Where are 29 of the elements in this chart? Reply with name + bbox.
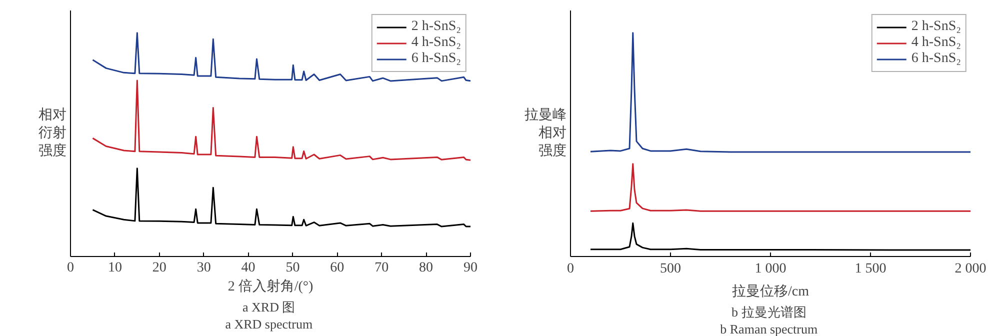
x-tick-label: 0 (67, 260, 74, 276)
x-tick-label: 70 (374, 260, 389, 276)
x-tick-label: 40 (241, 260, 256, 276)
x-tick-label: 0 (567, 262, 574, 276)
x-tick-label: 1 000 (754, 262, 786, 276)
legend-label: 4 h-SnS₂ (911, 35, 961, 51)
x-tick-label: 2 000 (954, 262, 986, 276)
x-axis-title: 拉曼位移/cm (732, 284, 810, 300)
x-tick-label: 500 (660, 262, 681, 276)
text: a XRD 图 (242, 300, 296, 314)
legend-label: 2 h-SnS₂ (411, 19, 461, 35)
x-tick-label: 20 (152, 260, 166, 276)
legend-label: 6 h-SnS₂ (411, 51, 461, 67)
x-axis-title: 2 倍入射角/(°) (228, 278, 314, 294)
text: b 拉曼光谱图 (732, 304, 806, 320)
y-axis-title: 相对衍射强度 (38, 107, 66, 159)
x-tick-label: 30 (196, 260, 211, 276)
x-tick-label: 10 (108, 260, 122, 276)
x-tick-label: 1 500 (854, 262, 886, 276)
x-tick-label: 60 (330, 260, 344, 276)
text: a XRD spectrum (225, 316, 313, 332)
text: b Raman spectrum (720, 322, 818, 336)
legend-label: 6 h-SnS₂ (911, 51, 961, 67)
legend-label: 2 h-SnS₂ (911, 19, 961, 35)
x-tick-label: 50 (286, 260, 300, 276)
legend-label: 4 h-SnS₂ (411, 35, 461, 51)
x-tick-label: 90 (464, 260, 478, 276)
y-axis-title: 拉曼峰相对强度 (524, 107, 566, 159)
x-tick-label: 80 (419, 260, 434, 276)
